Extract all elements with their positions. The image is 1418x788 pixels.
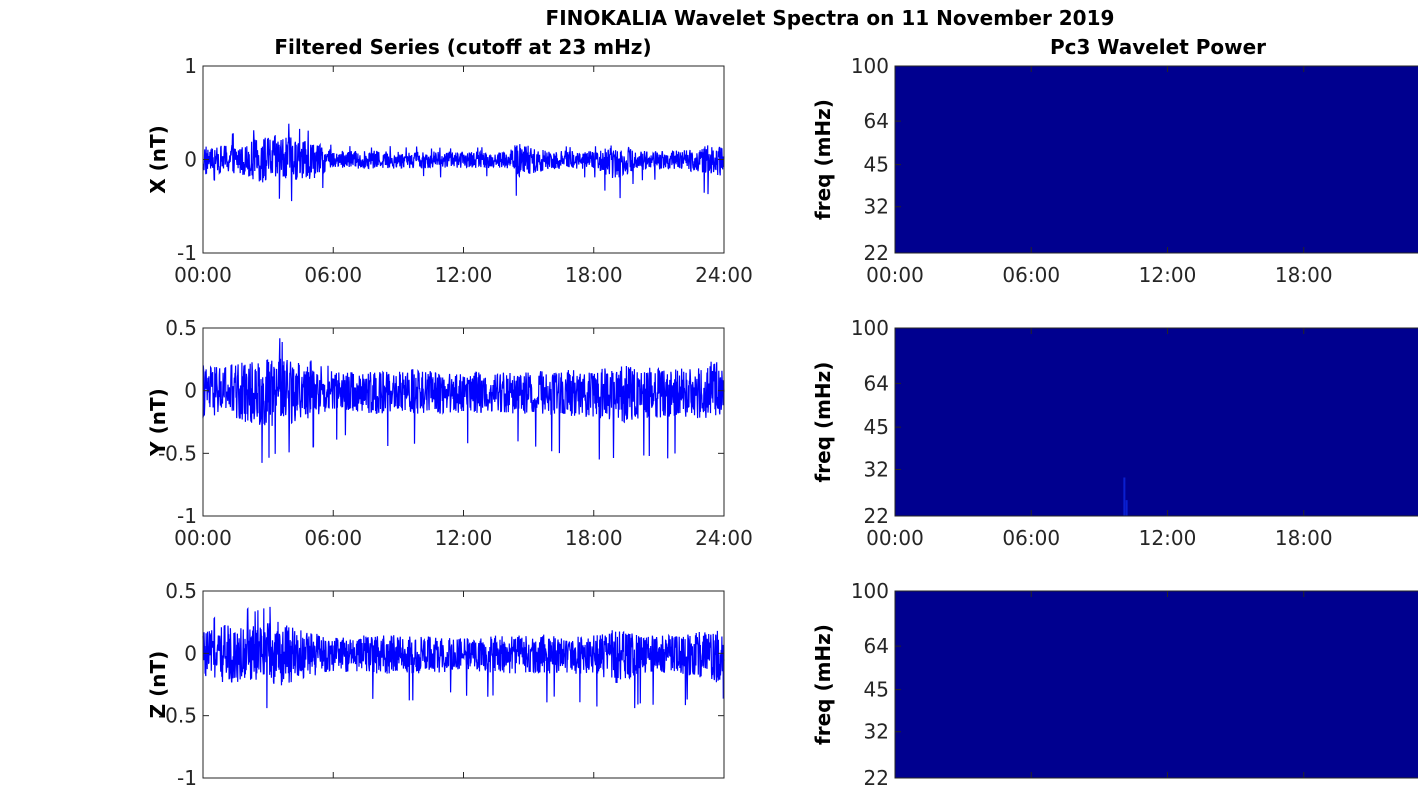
series-x-ytick-label: 0 [184, 148, 197, 172]
series-z-ytick-label: 0 [184, 641, 197, 665]
series-y-ytick-label: -0.5 [158, 441, 197, 465]
wavelet-z-panel: 22 32 45 64 100 freq (mHz) [811, 579, 1418, 788]
wavelet-x-ytick-label: 100 [851, 54, 889, 78]
series-x-ytick-label: 1 [184, 54, 197, 78]
wavelet-x-ytick-label: 22 [864, 241, 889, 265]
series-x-xtick-label: 12:00 [435, 263, 493, 287]
series-y-trace [202, 338, 725, 463]
wavelet-y-xtick-label: 18:00 [1275, 526, 1333, 550]
wavelet-z-ylabel: freq (mHz) [811, 624, 835, 745]
series-x-xtick-label: 06:00 [304, 263, 362, 287]
wavelet-x-xtick-label: 00:00 [866, 263, 924, 287]
series-x-trace [202, 123, 725, 202]
left-column-title: Filtered Series (cutoff at 23 mHz) [274, 35, 651, 59]
wavelet-z-ytick-label: 32 [864, 720, 889, 744]
wavelet-y-power-feature-1 [1125, 500, 1128, 516]
figure-title: FINOKALIA Wavelet Spectra on 11 November… [546, 6, 1115, 30]
series-y-ytick-label: -1 [177, 504, 197, 528]
wavelet-y-xtick-label: 06:00 [1002, 526, 1060, 550]
series-y-xtick-label: 12:00 [435, 526, 493, 550]
wavelet-y-power-map [895, 328, 1418, 516]
wavelet-x-ytick-label: 64 [864, 109, 889, 133]
series-x-ylabel: X (nT) [146, 125, 170, 194]
series-x-xtick-label: 18:00 [565, 263, 623, 287]
series-y-xtick-label: 00:00 [174, 526, 232, 550]
wavelet-x-ytick-label: 32 [864, 195, 889, 219]
wavelet-x-xtick-label: 12:00 [1139, 263, 1197, 287]
series-z-ytick-label: -0.5 [158, 704, 197, 728]
wavelet-y-ytick-label: 100 [851, 316, 889, 340]
series-y-axes-box [202, 327, 725, 517]
series-y-xtick-label: 18:00 [565, 526, 623, 550]
series-y-ylabel: Y (nT) [146, 388, 170, 457]
series-y-ytick-label: 0.5 [165, 316, 197, 340]
series-x-panel: 00:00 06:00 12:00 18:00 24:00 -1 0 1 X (nT) [146, 54, 753, 287]
series-x-xtick-label: 24:00 [695, 263, 753, 287]
series-x-ytick-label: -1 [177, 241, 197, 265]
wavelet-y-ytick-label: 45 [864, 415, 889, 439]
right-column-title: Pc3 Wavelet Power [1050, 35, 1266, 59]
wavelet-x-ylabel: freq (mHz) [811, 99, 835, 220]
series-y-ytick-label: 0 [184, 379, 197, 403]
wavelet-x-power-map [895, 66, 1418, 253]
wavelet-x-xtick-label: 06:00 [1002, 263, 1060, 287]
wavelet-y-ytick-label: 22 [864, 504, 889, 528]
series-z-panel: -1 -0.5 0 0.5 Z (nT) [146, 579, 725, 788]
wavelet-x-xtick-label: 18:00 [1275, 263, 1333, 287]
wavelet-y-xtick-label: 12:00 [1139, 526, 1197, 550]
series-y-xtick-label: 06:00 [304, 526, 362, 550]
series-x-xtick-label: 00:00 [174, 263, 232, 287]
series-y-panel: 00:00 06:00 12:00 18:00 24:00 -1 -0.5 0 0.5 Y (nT… [146, 316, 753, 550]
wavelet-z-power-map [895, 591, 1418, 778]
wavelet-y-ylabel: freq (mHz) [811, 362, 835, 483]
wavelet-z-ytick-label: 22 [864, 766, 889, 788]
wavelet-y-xtick-label: 00:00 [866, 526, 924, 550]
wavelet-y-power-feature-0 [1123, 477, 1126, 516]
series-z-ytick-label: 0.5 [165, 579, 197, 603]
series-z-ylabel: Z (nT) [146, 651, 170, 719]
series-z-trace [202, 606, 725, 709]
series-y-xtick-label: 24:00 [695, 526, 753, 550]
wavelet-z-ytick-label: 45 [864, 678, 889, 702]
wavelet-z-ytick-label: 100 [851, 579, 889, 603]
wavelet-y-ytick-label: 64 [864, 371, 889, 395]
series-z-ytick-label: -1 [177, 766, 197, 788]
wavelet-z-ytick-label: 64 [864, 634, 889, 658]
wavelet-x-ytick-label: 45 [864, 153, 889, 177]
wavelet-y-ytick-label: 32 [864, 457, 889, 481]
